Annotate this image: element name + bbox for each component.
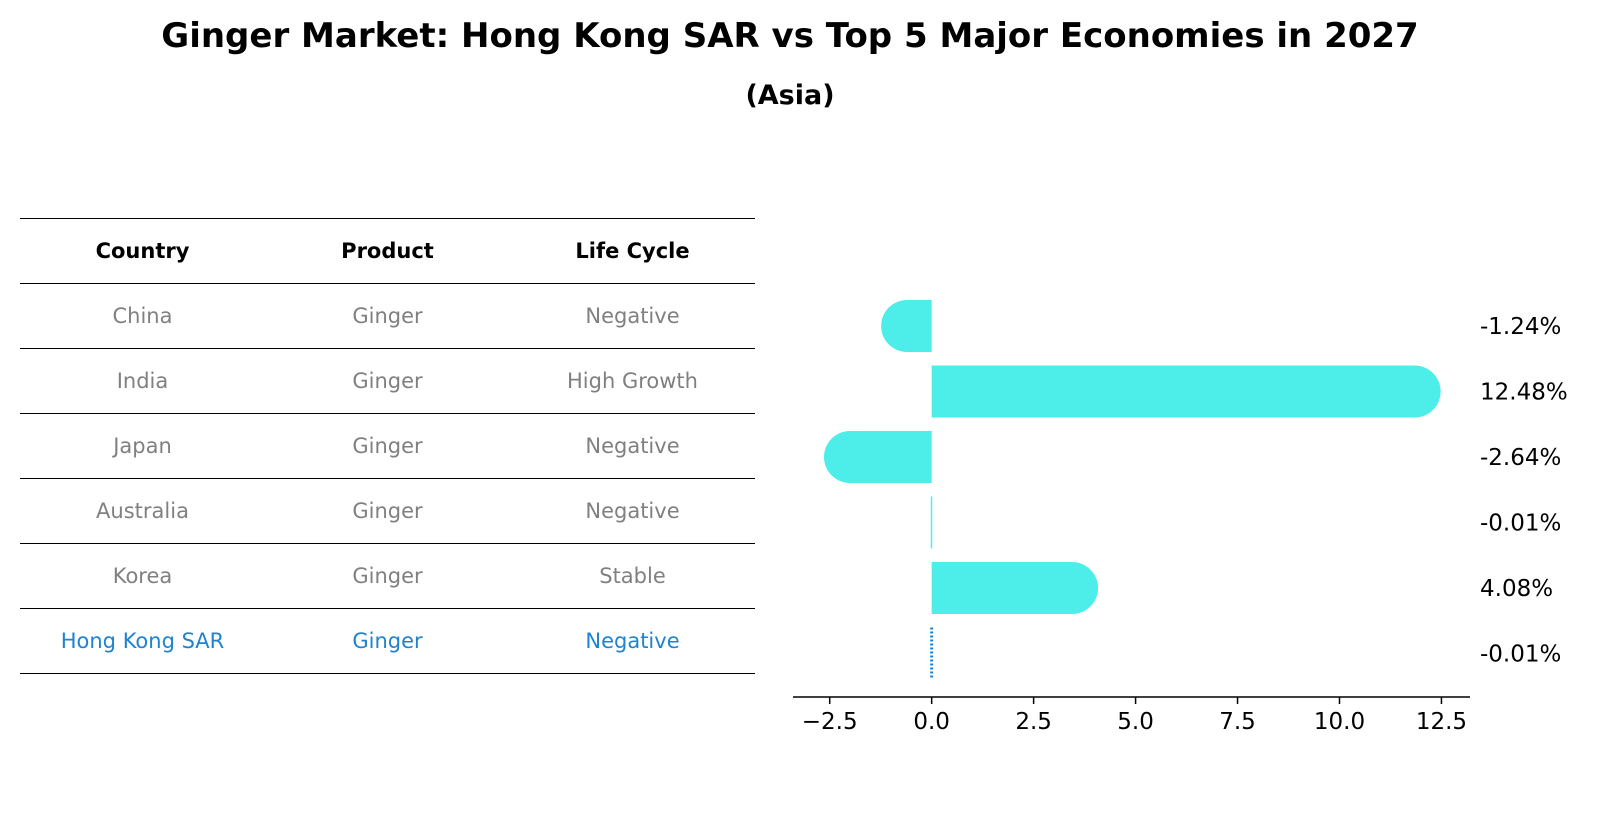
- cell-life-cycle: Stable: [599, 564, 666, 588]
- bar-china: [881, 300, 932, 352]
- x-tick-label: 5.0: [1117, 709, 1154, 735]
- bar-australia: [930, 496, 933, 549]
- cell-product: Ginger: [352, 369, 423, 393]
- bar-japan: [823, 431, 932, 483]
- cell-product: Ginger: [352, 564, 423, 588]
- table-row: China Ginger Negative: [20, 283, 755, 348]
- cell-life-cycle: Negative: [585, 304, 680, 328]
- x-tick-label: 12.5: [1416, 709, 1467, 735]
- x-tick-label: 2.5: [1015, 709, 1052, 735]
- table-row: Korea Ginger Stable: [20, 543, 755, 608]
- chart-subtitle: (Asia): [745, 80, 835, 111]
- x-tick-label: 7.5: [1219, 709, 1256, 735]
- table-row: Australia Ginger Negative: [20, 478, 755, 543]
- cell-country: China: [112, 304, 173, 328]
- cell-product: Ginger: [352, 629, 423, 653]
- market-table: Country Product Life Cycle China Ginger …: [20, 218, 755, 674]
- cell-country: India: [116, 369, 169, 393]
- header-product: Product: [341, 239, 434, 263]
- cell-life-cycle: Negative: [585, 629, 680, 653]
- bars-layer: [823, 300, 1441, 680]
- cell-country: Australia: [96, 499, 189, 523]
- x-tick-label: 0.0: [913, 709, 950, 735]
- table-row: India Ginger High Growth: [20, 348, 755, 413]
- cell-product: Ginger: [352, 434, 423, 458]
- cell-country: Korea: [112, 564, 173, 588]
- value-labels-layer: -1.24% 12.48% -2.64% -0.01% 4.08% -0.01%: [1480, 314, 1568, 668]
- table-row-highlight: Hong Kong SAR Ginger Negative: [20, 608, 755, 674]
- value-label: 12.48%: [1480, 380, 1568, 406]
- x-tick-label: 10.0: [1314, 709, 1365, 735]
- bar-korea: [931, 562, 1099, 614]
- cell-product: Ginger: [352, 499, 423, 523]
- table-row: Japan Ginger Negative: [20, 413, 755, 478]
- header-life-cycle: Life Cycle: [575, 239, 690, 263]
- cell-life-cycle: Negative: [585, 499, 680, 523]
- value-label: -0.01%: [1480, 642, 1561, 668]
- chart-title: Ginger Market: Hong Kong SAR vs Top 5 Ma…: [161, 16, 1419, 56]
- table-header-row: Country Product Life Cycle: [20, 218, 755, 283]
- value-label: -2.64%: [1480, 445, 1561, 471]
- bar-india: [931, 365, 1441, 418]
- x-tick-label: −2.5: [802, 709, 858, 735]
- value-label: 4.08%: [1480, 576, 1553, 602]
- cell-life-cycle: High Growth: [567, 369, 698, 393]
- cell-country: Hong Kong SAR: [60, 629, 225, 653]
- header-country: Country: [95, 239, 190, 263]
- x-axis: −2.5 0.0 2.5 5.0 7.5 10.0 12.5: [793, 696, 1470, 735]
- value-label: -0.01%: [1480, 511, 1561, 537]
- value-label: -1.24%: [1480, 314, 1561, 340]
- cell-life-cycle: Negative: [585, 434, 680, 458]
- cell-product: Ginger: [352, 304, 423, 328]
- cell-country: Japan: [113, 434, 172, 458]
